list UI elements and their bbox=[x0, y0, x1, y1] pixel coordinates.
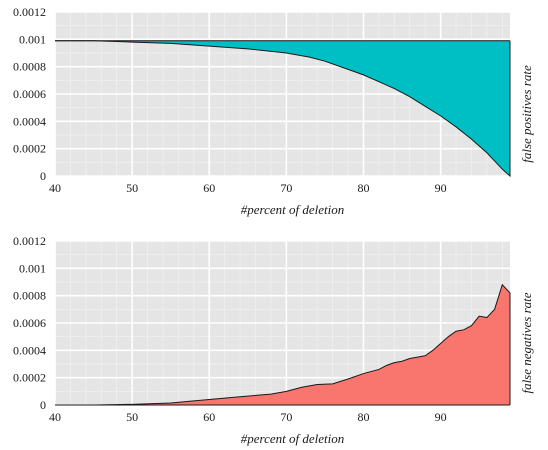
fn-point bbox=[378, 369, 379, 370]
fp-xaxis-title: #percent of deletion bbox=[241, 202, 345, 217]
fn-point bbox=[170, 402, 171, 403]
fn-point bbox=[193, 400, 194, 401]
fp-point bbox=[494, 160, 495, 161]
fp-point bbox=[324, 61, 325, 62]
fp-ytick-label: 0.0012 bbox=[13, 5, 46, 19]
fp-ytick-label: 0.0002 bbox=[13, 142, 46, 156]
fn-xtick-label: 60 bbox=[203, 410, 215, 424]
fn-point bbox=[132, 404, 133, 405]
fp-point bbox=[247, 48, 248, 49]
fn-point bbox=[479, 316, 480, 317]
fn-point bbox=[486, 317, 487, 318]
fn-point bbox=[239, 396, 240, 397]
fn-point bbox=[509, 292, 510, 293]
fp-xtick-label: 80 bbox=[357, 181, 369, 195]
fp-point bbox=[209, 46, 210, 47]
fn-point bbox=[270, 393, 271, 394]
fp-point bbox=[132, 41, 133, 42]
fp-point bbox=[54, 40, 55, 41]
fn-area bbox=[55, 284, 510, 405]
fn-point bbox=[432, 350, 433, 351]
fn-point bbox=[54, 404, 55, 405]
fp-point bbox=[347, 69, 348, 70]
fp-xtick-label: 50 bbox=[126, 181, 138, 195]
fn-point bbox=[440, 343, 441, 344]
fp-point bbox=[455, 126, 456, 127]
fp-ytick-label: 0.0008 bbox=[13, 60, 46, 74]
fn-xtick-label: 40 bbox=[49, 410, 61, 424]
fp-point bbox=[394, 88, 395, 89]
fn-point bbox=[209, 399, 210, 400]
fn-point bbox=[502, 284, 503, 285]
fn-point bbox=[301, 387, 302, 388]
fn-panel: 0 0.0002 0.0004 0.0006 0.0008 0.001 0.0012 40 50… bbox=[13, 234, 534, 446]
fn-point bbox=[347, 378, 348, 379]
fp-point bbox=[471, 139, 472, 140]
fn-xtick-label: 90 bbox=[435, 410, 447, 424]
fp-point bbox=[363, 74, 364, 75]
fn-ytick-label: 0.0008 bbox=[13, 289, 46, 303]
fn-point bbox=[224, 398, 225, 399]
fn-point bbox=[471, 325, 472, 326]
fn-ytick-label: 0.0012 bbox=[13, 234, 46, 248]
fn-xtick-label: 80 bbox=[357, 410, 369, 424]
fn-yaxis-title: false negatives rate bbox=[519, 292, 534, 393]
fp-xtick-label: 60 bbox=[203, 181, 215, 195]
fn-ytick-label: 0.0002 bbox=[13, 371, 46, 385]
fp-point bbox=[502, 169, 503, 170]
fp-point bbox=[409, 96, 410, 97]
fn-point bbox=[363, 373, 364, 374]
fn-point bbox=[255, 395, 256, 396]
fp-point bbox=[170, 43, 171, 44]
fp-ytick-label: 0.0006 bbox=[13, 87, 46, 101]
fp-panel: 0 0.0002 0.0004 0.0006 0.0008 0.001 0.0012 40 50… bbox=[13, 5, 534, 217]
fn-point bbox=[332, 383, 333, 384]
fp-ytick-label: 0 bbox=[40, 169, 46, 183]
fn-point bbox=[417, 357, 418, 358]
fn-xtick-label: 70 bbox=[280, 410, 292, 424]
fn-point bbox=[401, 361, 402, 362]
fn-point bbox=[386, 365, 387, 366]
fp-point bbox=[309, 57, 310, 58]
fn-line bbox=[55, 283, 511, 406]
fn-xtick-label: 50 bbox=[126, 410, 138, 424]
fp-xtick-label: 40 bbox=[49, 181, 61, 195]
fp-area bbox=[55, 40, 510, 177]
fn-point bbox=[425, 355, 426, 356]
fp-line bbox=[55, 40, 511, 178]
fn-point bbox=[286, 391, 287, 392]
fp-ytick-label: 0.001 bbox=[19, 32, 46, 46]
fp-point bbox=[286, 52, 287, 53]
fn-xaxis-title: #percent of deletion bbox=[241, 431, 345, 446]
fn-point bbox=[463, 329, 464, 330]
fn-point bbox=[317, 384, 318, 385]
fp-ytick-label: 0.0004 bbox=[13, 114, 46, 128]
fn-point bbox=[448, 336, 449, 337]
fp-xtick-label: 70 bbox=[280, 181, 292, 195]
fp-point bbox=[425, 106, 426, 107]
fp-xtick-label: 90 bbox=[435, 181, 447, 195]
fn-ytick-label: 0.001 bbox=[19, 261, 46, 275]
fp-point bbox=[486, 152, 487, 153]
fp-yaxis-title: false positives rate bbox=[519, 65, 534, 163]
fn-point bbox=[394, 362, 395, 363]
fp-point bbox=[440, 115, 441, 116]
fp-point bbox=[378, 81, 379, 82]
fn-ytick-label: 0.0004 bbox=[13, 343, 46, 357]
fn-point bbox=[93, 404, 94, 405]
fn-ytick-label: 0 bbox=[40, 398, 46, 412]
fn-point bbox=[455, 331, 456, 332]
fn-ytick-label: 0.0006 bbox=[13, 316, 46, 330]
fn-point bbox=[409, 358, 410, 359]
fp-point bbox=[509, 175, 510, 176]
fn-point bbox=[494, 309, 495, 310]
fp-point bbox=[93, 40, 94, 41]
